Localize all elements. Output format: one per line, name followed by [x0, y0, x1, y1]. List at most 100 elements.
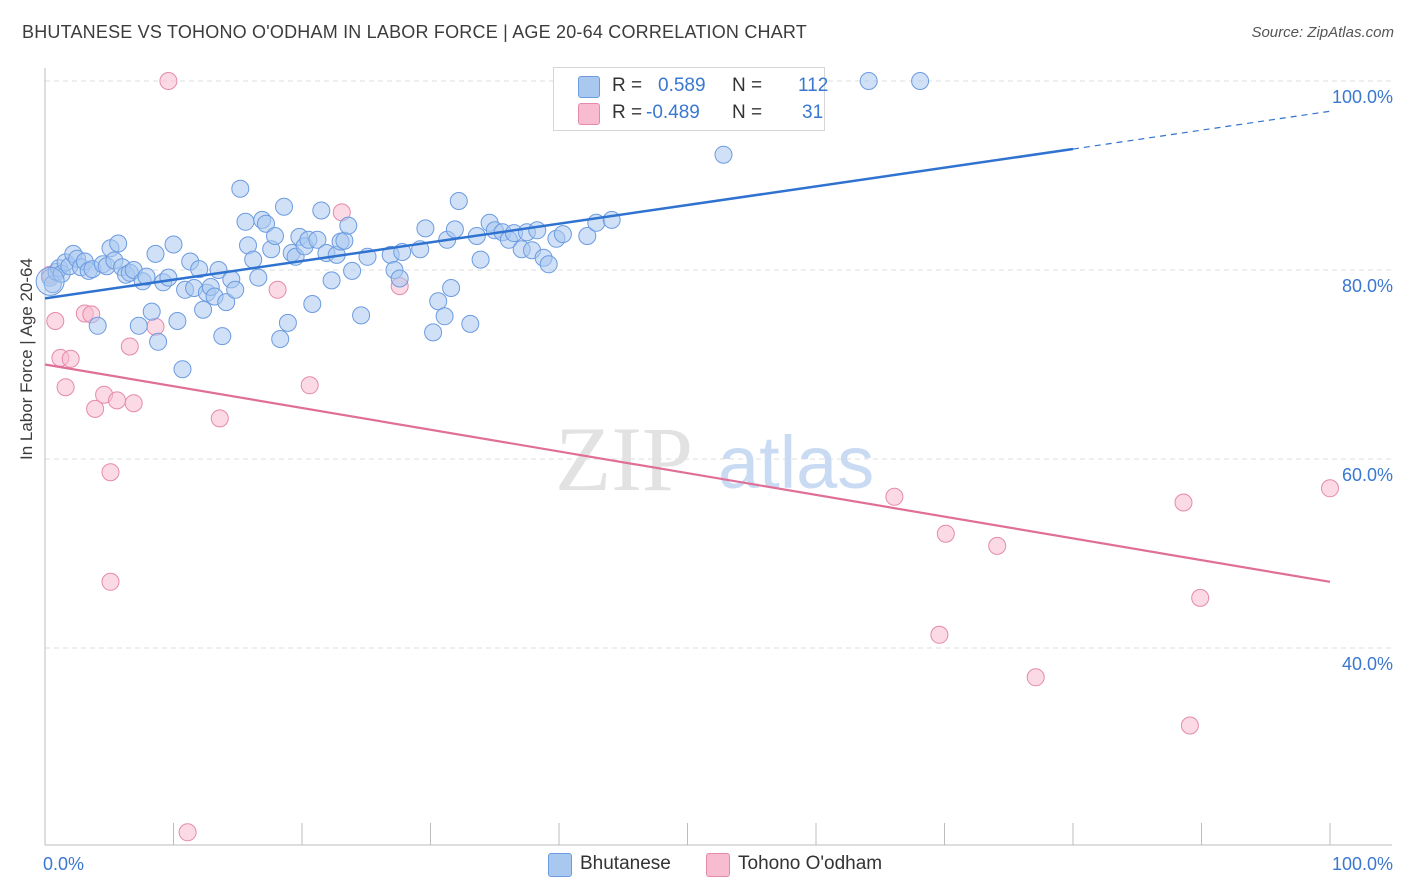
tohono-point [124, 394, 143, 413]
bhutanese-point [339, 216, 358, 235]
tohono-point [101, 463, 120, 482]
legend-r-label: R = [612, 102, 643, 123]
tohono-trend-line [44, 363, 1331, 583]
bhutanese-point [429, 292, 448, 311]
bhutanese-point [445, 220, 464, 239]
legend-n-label: N = [732, 75, 763, 96]
bhutanese-point [343, 261, 362, 280]
bhutanese-point [578, 227, 597, 245]
watermark-atlas: atlas [718, 421, 874, 504]
tohono-point [1321, 479, 1339, 498]
tohono-point [46, 312, 65, 330]
bhutanese-point [168, 312, 187, 330]
tick-labels: 40.0% 60.0% 80.0% 100.0% 0.0% 100.0% [43, 87, 1393, 874]
bhutanese-point [146, 244, 165, 263]
bhutanese-point [159, 268, 178, 287]
legend-n-value: 112 [798, 75, 829, 96]
legend-swatch-pink [706, 853, 730, 877]
bhutanese-point [442, 279, 461, 297]
bhutanese-points [35, 72, 930, 379]
bhutanese-point [714, 145, 733, 164]
tohono-point [1174, 493, 1193, 512]
legend-n-value: 31 [802, 102, 824, 123]
y-tick-label: 40.0% [1342, 654, 1393, 674]
tohono-point [268, 280, 287, 299]
tohono-point [1180, 716, 1199, 735]
tohono-point [885, 487, 904, 506]
legend-swatch-pink [578, 103, 600, 125]
bhutanese-point [435, 307, 454, 326]
bhutanese-point [416, 219, 435, 238]
bhutanese-point [249, 268, 268, 287]
tohono-point [146, 317, 165, 336]
legend-n-label: N = [732, 102, 763, 123]
bhutanese-point [322, 271, 341, 290]
bhutanese-point [142, 302, 161, 321]
bhutanese-point [236, 212, 255, 231]
bhutanese-point [461, 314, 480, 333]
bhutanese-point [213, 327, 232, 346]
tohono-point [988, 536, 1007, 555]
bhutanese-point [173, 360, 192, 379]
bhutanese-point [278, 313, 297, 332]
bhutanese-point [35, 266, 65, 296]
source-label: Source: ZipAtlas.com [1251, 24, 1394, 41]
bhutanese-point [275, 197, 293, 216]
bhutanese-point [539, 255, 558, 274]
bhutanese-point [528, 221, 547, 240]
y-tick-label: 100.0% [1332, 87, 1393, 107]
legend-label-bhutanese: Bhutanese [580, 853, 671, 874]
grid-lines [45, 80, 1392, 649]
bhutanese-point [390, 269, 409, 288]
tohono-point [108, 391, 126, 410]
bhutanese-point [352, 306, 371, 325]
legend-r-value: -0.489 [646, 102, 700, 123]
tohono-point [86, 399, 105, 418]
bhutanese-point [231, 179, 250, 198]
bhutanese-point [303, 295, 322, 313]
bhutanese-point [194, 300, 213, 319]
bhutanese-point [129, 316, 148, 335]
legend-swatch-blue [578, 76, 600, 98]
axes [44, 68, 1392, 846]
tohono-point [300, 376, 319, 395]
bhutanese-point [244, 250, 263, 269]
y-tick-label: 80.0% [1342, 276, 1393, 296]
tohono-point [159, 72, 178, 90]
tohono-point [1026, 668, 1045, 687]
stats-legend: R = 0.589 N = 112 R = -0.489 N = 31 [553, 67, 829, 131]
bhutanese-point [217, 293, 236, 312]
bhutanese-point [449, 192, 468, 210]
x-tick-label: 100.0% [1332, 854, 1393, 874]
bhutanese-trend-line [44, 147, 1074, 300]
bhutanese-point [471, 250, 490, 269]
bhutanese-point [137, 267, 156, 286]
bhutanese-point [226, 280, 245, 299]
y-tick-label: 60.0% [1342, 465, 1393, 485]
legend-label-tohono: Tohono O'odham [738, 853, 883, 874]
y-axis-label: In Labor Force | Age 20-64 [17, 258, 36, 460]
chart-title: BHUTANESE VS TOHONO O'ODHAM IN LABOR FOR… [22, 22, 807, 42]
tohono-point [1191, 588, 1210, 607]
bhutanese-point [164, 235, 183, 254]
bhutanese-point [308, 230, 327, 249]
x-tick-label: 0.0% [43, 854, 84, 874]
bhutanese-point [335, 231, 354, 250]
bhutanese-point [271, 330, 290, 348]
tohono-point [178, 823, 197, 842]
tohono-point [936, 524, 955, 543]
legend-r-label: R = [612, 75, 643, 96]
tohono-point [101, 572, 120, 591]
bhutanese-point [257, 214, 275, 233]
bhutanese-point [424, 323, 443, 342]
bhutanese-point [859, 72, 878, 90]
bhutanese-point [109, 234, 128, 253]
tohono-point [120, 337, 139, 356]
trend-lines [44, 110, 1331, 583]
bhutanese-point [88, 316, 107, 335]
watermark-zip: ZIP [555, 408, 693, 510]
tohono-point [56, 378, 75, 397]
legend-swatch-blue [548, 853, 572, 877]
bhutanese-point [190, 260, 209, 279]
